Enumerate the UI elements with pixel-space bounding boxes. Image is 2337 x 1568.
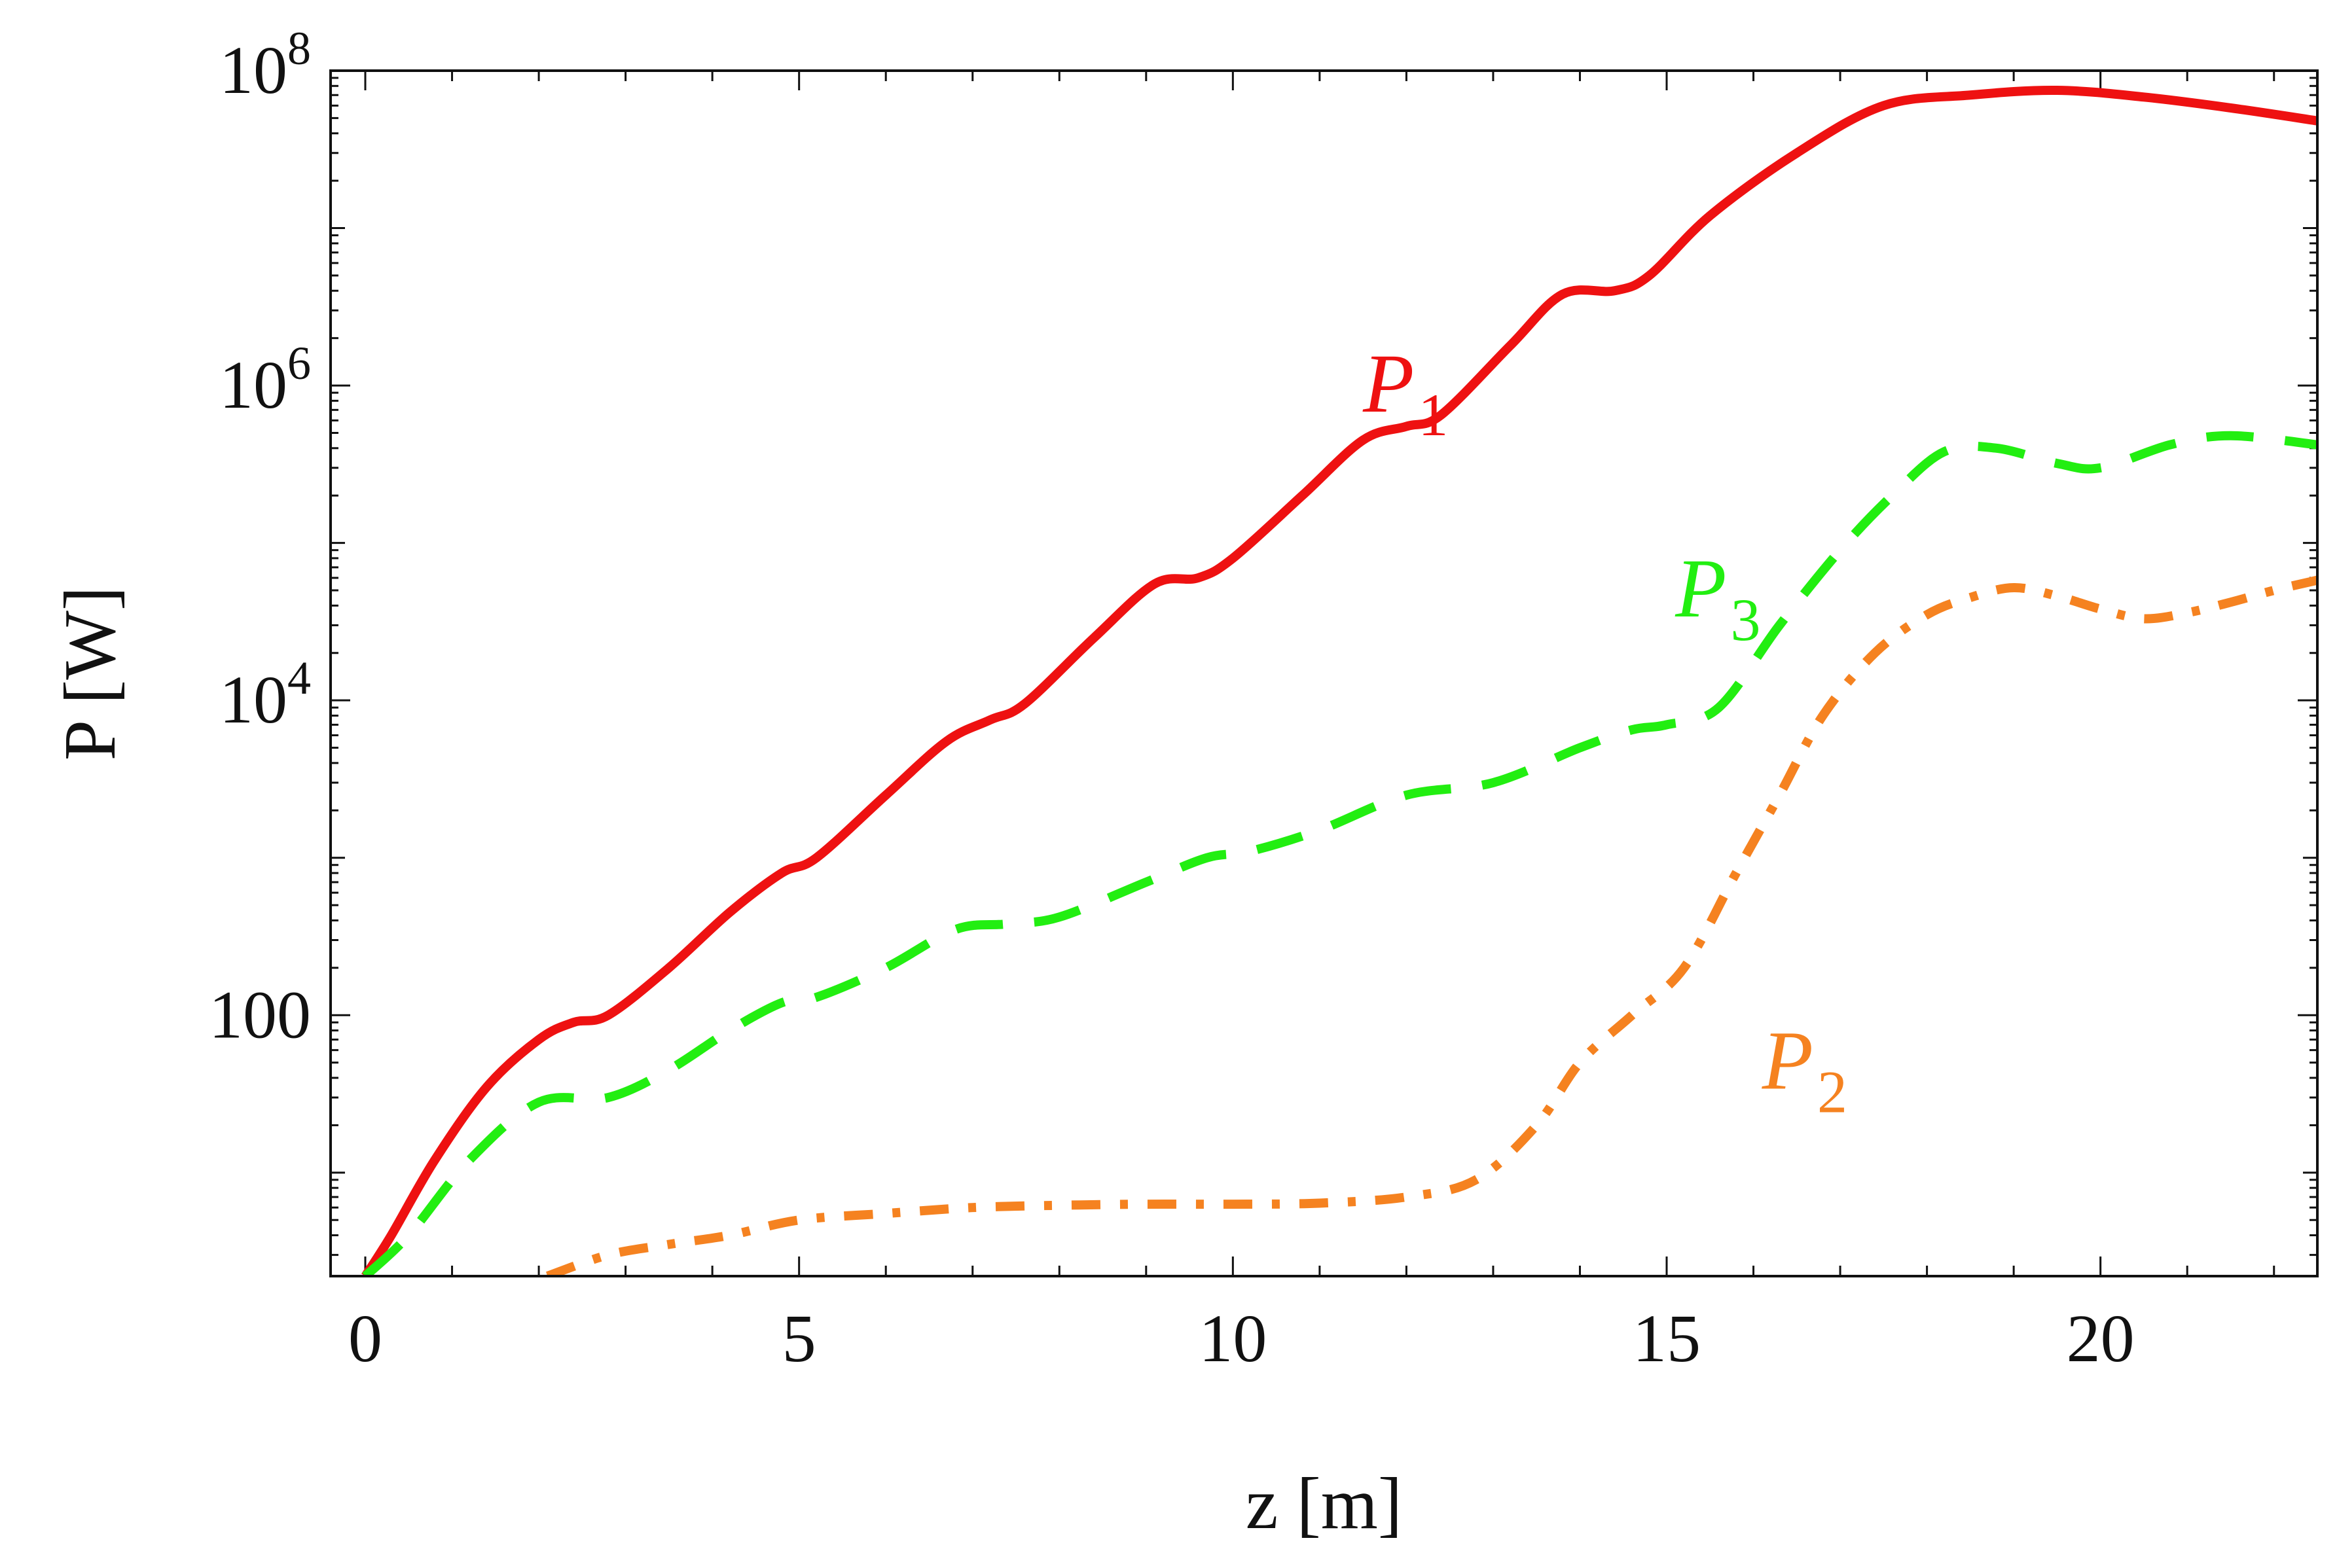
x-tick-label: 15 (1633, 1301, 1701, 1376)
x-tick-label: 5 (782, 1301, 816, 1376)
series-label-p2: P2 (1762, 1014, 1847, 1126)
x-tick-label: 0 (348, 1301, 382, 1376)
x-axis-title: z [m] (1246, 1463, 1402, 1544)
series-label-p3: P3 (1675, 542, 1760, 653)
plot-frame (329, 69, 2319, 1277)
series-line-p3 (362, 431, 2317, 1276)
tick-labels: 0 5 10 15 20 100 104 106 108 (209, 22, 2135, 1376)
series-layer (361, 86, 2317, 1276)
series-labels: P1 P3 P2 (1362, 337, 1847, 1126)
x-tick-label: 10 (1199, 1301, 1267, 1376)
y-tick-label: 106 (219, 337, 311, 423)
y-tick-label: 100 (209, 977, 311, 1052)
series-line-p1 (361, 86, 2317, 1276)
x-tick-label: 20 (2067, 1301, 2135, 1376)
series-line-p2 (545, 575, 2317, 1276)
y-axis-title: P [W] (50, 586, 131, 760)
series-label-p1: P1 (1362, 337, 1448, 448)
y-tick-label: 104 (219, 652, 311, 738)
y-tick-label: 108 (219, 22, 311, 108)
